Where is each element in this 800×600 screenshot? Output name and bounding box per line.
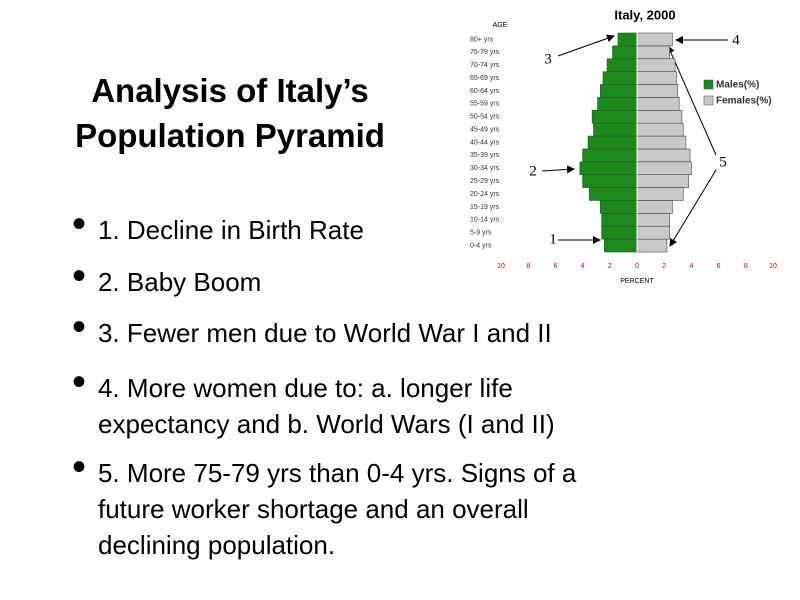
bullet-line: declining population. [98,530,336,560]
bar [579,161,638,176]
bar [599,200,638,214]
bar [589,187,638,201]
bar [636,58,676,72]
bar [636,174,689,188]
bar [636,238,668,253]
chart-title: Italy, 2000 [614,7,675,22]
x-axis-label: PERCENT [620,278,654,285]
bar [636,161,692,176]
bullet-line: 4. More women due to: a. longer life [98,373,513,403]
age-label: 35-39 yrs [470,152,500,159]
age-label: 80+ yrs [470,36,494,43]
bar [636,97,680,111]
x-tick-label: 10 [497,263,505,270]
bullet-dot: • [72,360,87,404]
bullet-dot: • [72,305,87,349]
bar [636,148,691,163]
bullet: • 2. Baby Boom [72,256,262,300]
age-label: 65-69 yrs [470,75,500,82]
annotation: 2 [529,163,537,179]
bullet-line: 1. Decline in Birth Rate [98,215,364,245]
y-axis-label: AGE [493,22,508,29]
bar [604,238,638,253]
legend-label: Males(%) [716,80,759,91]
bar [636,122,684,137]
x-tick-label: 2 [608,263,612,270]
bullet: • 1. Decline in Birth Rate [72,204,364,248]
age-label: 10-14 yrs [470,217,500,224]
bar [587,135,638,150]
bar [602,71,638,85]
bullet-line: expectancy and b. World Wars (I and II) [98,409,555,439]
bar [636,32,673,47]
age-label: 0-4 yrs [470,242,492,249]
bullet: • 3. Fewer men due to World War I and II [72,307,552,351]
bullet-line: 3. Fewer men due to World War I and II [98,318,552,348]
bullet: • 4. More women due to: a. longer life exp… [72,362,555,442]
bullet: • 5. More 75-79 yrs than 0-4 yrs. Signs o… [72,447,577,563]
bar [599,84,638,98]
slide-title: Analysis of Italy’s Population Pyramid [20,68,440,158]
title-line: Analysis of Italy’s [91,72,369,109]
age-label: 45-49 yrs [470,126,500,133]
bar [636,84,679,98]
title-line: Population Pyramid [75,117,385,154]
bar [601,225,638,240]
bar [636,213,670,227]
bar [612,45,638,60]
bullet-line: 2. Baby Boom [98,267,262,297]
age-label: 70-74 yrs [470,62,500,69]
age-label: 30-34 yrs [470,165,500,172]
legend-swatch [703,79,714,90]
bar [636,109,683,124]
x-tick-label: 6 [717,263,721,270]
bar [636,135,687,150]
bar [636,225,670,240]
annotation: 4 [732,32,740,48]
age-label: 25-29 yrs [470,178,500,185]
x-tick-label: 4 [689,263,693,270]
annotation: 5 [719,154,727,170]
bar [636,45,670,60]
age-label: 60-64 yrs [470,88,500,95]
x-tick-label: 2 [662,263,666,270]
annotation: 3 [544,51,552,67]
age-label: 40-44 yrs [470,139,500,146]
bar [582,174,638,188]
bar [617,32,638,47]
bar [597,97,638,111]
bullet-dot: • [72,254,87,298]
bar [636,71,677,85]
age-label: 20-24 yrs [470,191,500,198]
x-tick-label: 8 [744,263,748,270]
bar [582,148,638,163]
bar [636,187,684,201]
bar [636,200,673,214]
age-label: 5-9 yrs [470,230,492,237]
x-tick-label: 6 [553,263,557,270]
age-label: 50-54 yrs [470,114,500,121]
x-tick-label: 0 [635,263,639,270]
bullet-dot: • [72,202,87,246]
annotation-arrows [541,34,728,247]
x-tick-label: 8 [526,263,530,270]
bar [591,109,638,124]
age-label: 15-19 yrs [470,204,500,211]
legend-label: Females(%) [716,96,772,107]
x-tick-label: 4 [581,263,585,270]
bullet-line: 5. More 75-79 yrs than 0-4 yrs. Signs of… [98,458,577,488]
annotation: 1 [549,231,557,247]
bullet-dot: • [72,445,87,489]
legend-swatch [703,95,714,106]
bar [593,122,638,137]
bar [606,58,638,72]
age-label: 55-59 yrs [470,101,500,108]
age-label: 75-79 yrs [470,49,500,56]
bar [601,213,638,227]
x-tick-label: 10 [769,263,777,270]
bullet-line: future worker shortage and an overall [98,494,529,524]
